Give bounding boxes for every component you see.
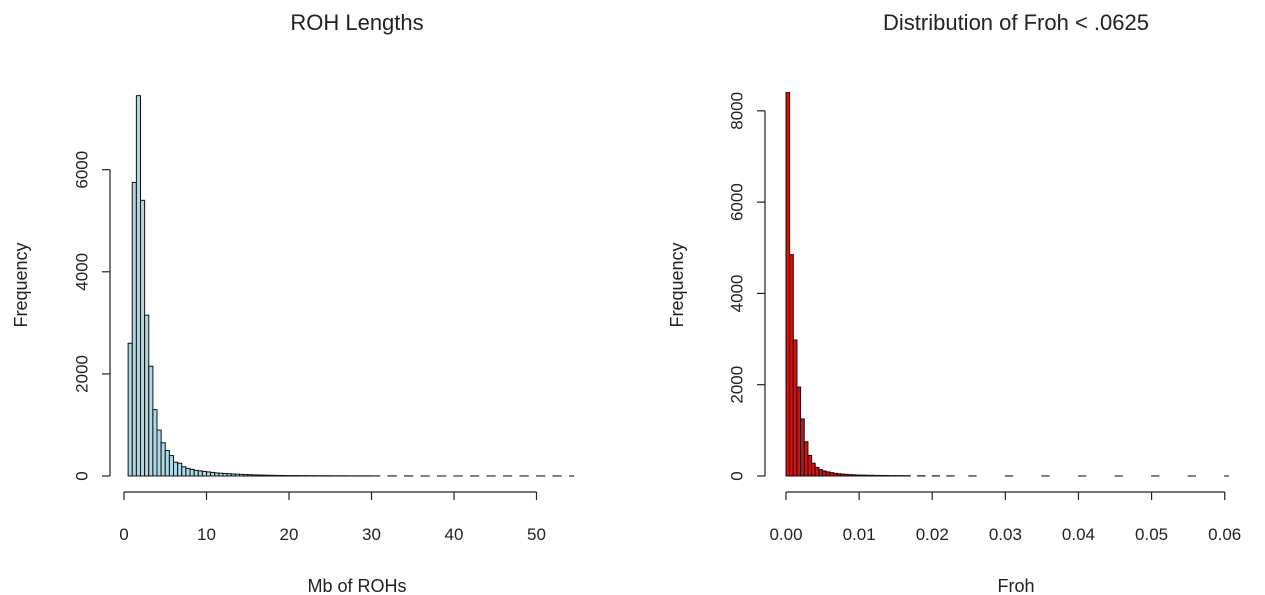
roh-lengths-bar — [222, 472, 228, 477]
froh-distribution-bar — [840, 473, 846, 477]
roh-lengths-bar — [263, 474, 269, 477]
froh-distribution-y-tick-label: 8000 — [728, 92, 747, 130]
froh-distribution-bar — [833, 472, 838, 477]
froh-distribution-panel: Distribution of Froh < .0625 Froh Freque… — [667, 10, 1241, 595]
roh-lengths-bar — [267, 474, 274, 477]
roh-lengths-y-tick-label: 0 — [73, 471, 92, 480]
roh-lengths-x-axis-label: Mb of ROHs — [307, 576, 406, 595]
froh-distribution-bar — [822, 470, 827, 477]
roh-lengths-bar — [230, 473, 236, 477]
froh-distribution-bar — [880, 475, 889, 477]
roh-lengths-bar — [131, 181, 137, 477]
roh-lengths-bar — [193, 469, 199, 477]
roh-lengths-x-tick-label: 50 — [527, 525, 546, 544]
roh-lengths-bar — [127, 342, 133, 477]
froh-distribution-y-tick-label: 0 — [728, 471, 747, 480]
roh-lengths-bar — [152, 409, 158, 477]
roh-lengths-x-tick-label: 0 — [119, 525, 128, 544]
roh-lengths-bar — [148, 365, 154, 477]
roh-lengths-bar — [135, 95, 142, 477]
froh-distribution-x-tick-label: 0.06 — [1208, 525, 1241, 544]
froh-distribution-x-axis: 0.00 0.01 0.02 0.03 0.04 0.05 0.06 — [769, 491, 1241, 544]
froh-distribution-x-tick-label: 0.05 — [1135, 525, 1168, 544]
roh-lengths-bar — [276, 474, 282, 477]
roh-lengths-bar — [226, 473, 232, 477]
roh-lengths-bar — [156, 429, 162, 477]
froh-distribution-bar — [865, 474, 875, 477]
froh-distribution-bar — [844, 473, 849, 477]
roh-lengths-bar — [280, 474, 286, 477]
roh-lengths-bar — [173, 461, 179, 477]
roh-lengths-bar — [255, 474, 261, 477]
froh-distribution-bar — [836, 473, 842, 477]
roh-lengths-y-axis-label: Frequency — [11, 242, 31, 327]
roh-lengths-x-tick-label: 40 — [445, 525, 464, 544]
roh-lengths-bar — [164, 449, 170, 477]
froh-distribution-bar — [851, 474, 856, 477]
roh-lengths-x-tick-label: 30 — [362, 525, 381, 544]
froh-distribution-title: Distribution of Froh < .0625 — [883, 10, 1149, 35]
roh-lengths-bar — [168, 455, 175, 477]
roh-lengths-bar — [259, 474, 265, 477]
roh-lengths-bar — [272, 474, 278, 477]
froh-distribution-bar — [814, 466, 820, 477]
froh-distribution-bars — [785, 92, 1229, 477]
froh-distribution-y-tick-label: 6000 — [728, 183, 747, 221]
froh-distribution-bar — [829, 472, 835, 477]
froh-distribution-bar — [807, 454, 813, 477]
froh-distribution-bar — [796, 386, 802, 477]
froh-distribution-bar — [858, 474, 867, 477]
roh-lengths-bar — [197, 470, 203, 477]
froh-distribution-bar — [803, 441, 809, 477]
roh-lengths-bar — [189, 468, 195, 477]
roh-lengths-y-tick-label: 4000 — [73, 253, 92, 291]
roh-lengths-bars — [127, 95, 575, 477]
froh-distribution-bar — [792, 339, 798, 477]
roh-lengths-y-tick-label: 2000 — [73, 355, 92, 393]
froh-distribution-bar — [785, 92, 791, 477]
froh-distribution-y-axis: 0 2000 4000 6000 8000 — [728, 92, 766, 481]
froh-distribution-x-axis-label: Froh — [997, 576, 1034, 595]
froh-distribution-y-tick-label: 2000 — [728, 366, 747, 404]
roh-lengths-bar — [201, 470, 208, 477]
roh-lengths-y-tick-label: 6000 — [73, 151, 92, 189]
roh-lengths-bar — [144, 314, 150, 477]
froh-distribution-y-axis-label: Frequency — [667, 242, 687, 327]
roh-lengths-bar — [251, 474, 257, 477]
roh-lengths-bar — [181, 466, 187, 477]
roh-lengths-title: ROH Lengths — [290, 10, 423, 35]
roh-lengths-bar — [210, 471, 216, 477]
roh-lengths-y-axis: 0 2000 4000 6000 — [73, 151, 111, 481]
froh-distribution-bar — [825, 471, 831, 477]
froh-distribution-bar — [800, 418, 805, 477]
roh-lengths-bar — [206, 471, 212, 477]
froh-distribution-bar — [811, 462, 816, 477]
roh-lengths-x-tick-label: 10 — [197, 525, 216, 544]
roh-lengths-bar — [239, 473, 245, 477]
froh-distribution-bar — [789, 254, 794, 477]
roh-lengths-panel: ROH Lengths Mb of ROHs Frequency 0 10 20 30… — [11, 10, 575, 595]
froh-distribution-x-tick-label: 0.03 — [989, 525, 1022, 544]
roh-lengths-bar — [140, 199, 146, 477]
froh-distribution-x-tick-label: 0.00 — [769, 525, 802, 544]
froh-distribution-x-tick-label: 0.04 — [1062, 525, 1095, 544]
roh-lengths-bar — [247, 474, 253, 477]
roh-lengths-x-tick-label: 20 — [280, 525, 299, 544]
roh-lengths-bar — [243, 474, 249, 477]
froh-distribution-x-tick-label: 0.02 — [916, 525, 949, 544]
roh-lengths-x-axis: 0 10 20 30 40 50 — [119, 491, 546, 544]
roh-lengths-bar — [185, 467, 191, 477]
froh-distribution-bar — [847, 474, 853, 477]
froh-distribution-bar — [818, 469, 824, 477]
froh-distribution-y-tick-label: 4000 — [728, 274, 747, 312]
roh-lengths-bar — [234, 473, 241, 477]
roh-lengths-bar — [214, 472, 220, 477]
roh-lengths-bar — [177, 462, 183, 477]
froh-distribution-bar — [854, 474, 860, 477]
roh-lengths-bar — [160, 442, 166, 477]
roh-lengths-bar — [218, 472, 224, 477]
froh-distribution-bar — [873, 474, 882, 477]
froh-distribution-x-tick-label: 0.01 — [843, 525, 876, 544]
